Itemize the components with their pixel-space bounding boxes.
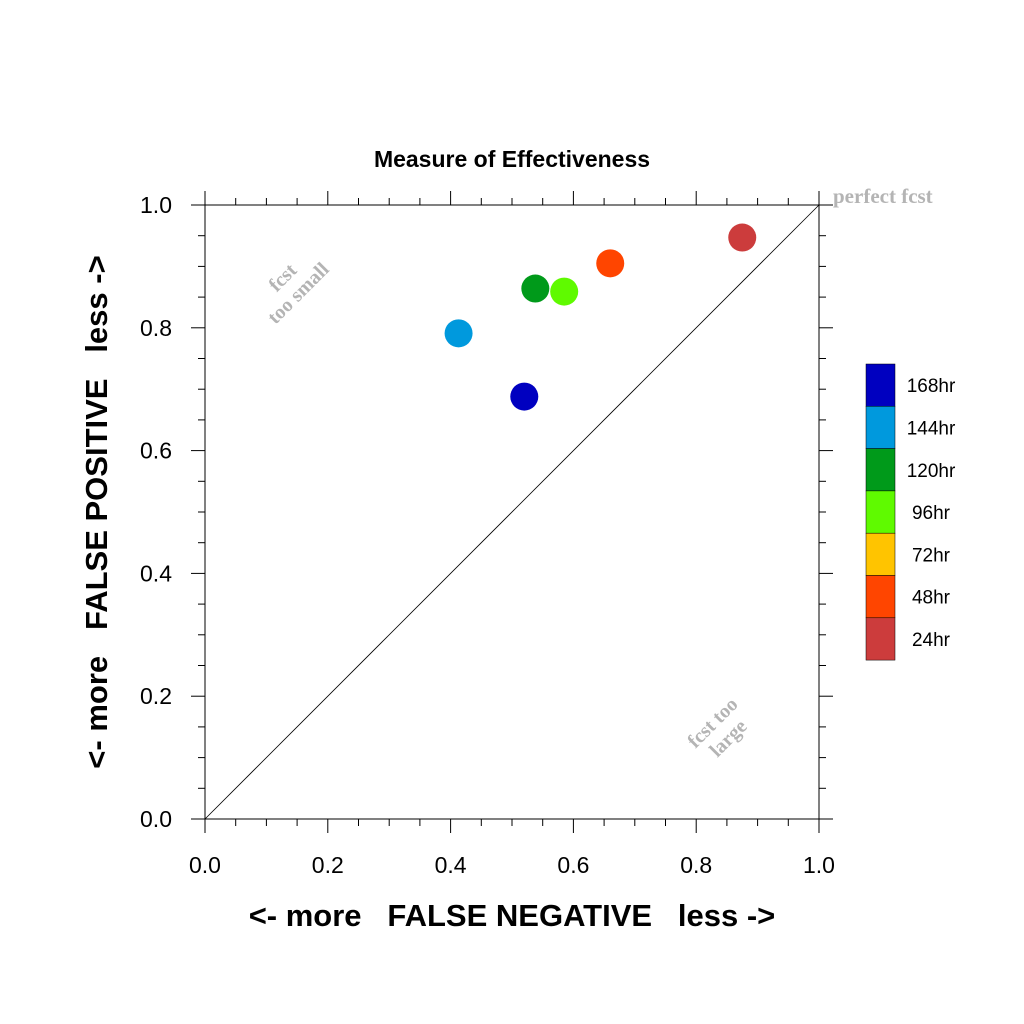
x-tick-label: 0.6 (557, 852, 589, 878)
legend-label-24hr: 24hr (912, 630, 951, 651)
y-tick-labels: 0.0 0.2 0.4 0.6 0.8 1.0 (140, 192, 172, 832)
y-tick-label: 0.6 (140, 438, 172, 464)
legend-label-96hr: 96hr (912, 503, 951, 524)
legend-swatch-96hr (865, 490, 896, 534)
legend-label-120hr: 120hr (907, 461, 956, 482)
legend-swatch-24hr (865, 617, 896, 661)
legend-swatch-168hr (865, 363, 896, 407)
x-tick-label: 0.0 (189, 852, 221, 878)
point-168hr (510, 382, 539, 411)
legend-label-72hr: 72hr (912, 545, 951, 566)
x-tick-label: 0.4 (435, 852, 467, 878)
legend-swatch-144hr (865, 406, 896, 449)
x-tick-label: 0.8 (680, 852, 712, 878)
too-small-line-2: too small (263, 258, 333, 328)
legend-swatch-120hr (865, 448, 896, 492)
point-144hr (444, 319, 473, 348)
y-tick-label: 0.4 (140, 560, 172, 586)
y-tick-label: 1.0 (140, 192, 172, 218)
y-tick-label: 0.2 (140, 683, 172, 709)
y-axis-label: <- more FALSE POSITIVE less -> (79, 255, 114, 768)
legend-label-48hr: 48hr (912, 588, 951, 609)
point-120hr (521, 274, 550, 303)
legend-swatch-48hr (865, 575, 896, 619)
perfect-forecast-diagonal (204, 204, 820, 820)
x-tick-label: 1.0 (803, 852, 835, 878)
data-points (444, 223, 757, 411)
legend-swatch-72hr (865, 532, 896, 576)
y-tick-label: 0.0 (140, 806, 172, 832)
legend-label-144hr: 144hr (907, 418, 956, 439)
y-tick-label: 0.8 (140, 315, 172, 341)
perfect-forecast-label: perfect fcst (833, 184, 933, 208)
point-96hr (550, 277, 579, 306)
chart-title: Measure of Effectiveness (374, 146, 650, 172)
legend-label-168hr: 168hr (907, 376, 956, 397)
too-small-annotation: fcst too small (263, 258, 333, 328)
point-48hr (596, 249, 625, 278)
x-axis-label: <- more FALSE NEGATIVE less -> (249, 898, 776, 933)
legend: 168hr 144hr 120hr 96hr 72hr 48hr 24hr (865, 363, 956, 661)
axis-ticks (191, 191, 833, 833)
x-tick-labels: 0.0 0.2 0.4 0.6 0.8 1.0 (189, 852, 835, 878)
x-tick-label: 0.2 (312, 852, 344, 878)
point-24hr (728, 223, 757, 252)
too-large-annotation: fcst too large (683, 693, 751, 761)
